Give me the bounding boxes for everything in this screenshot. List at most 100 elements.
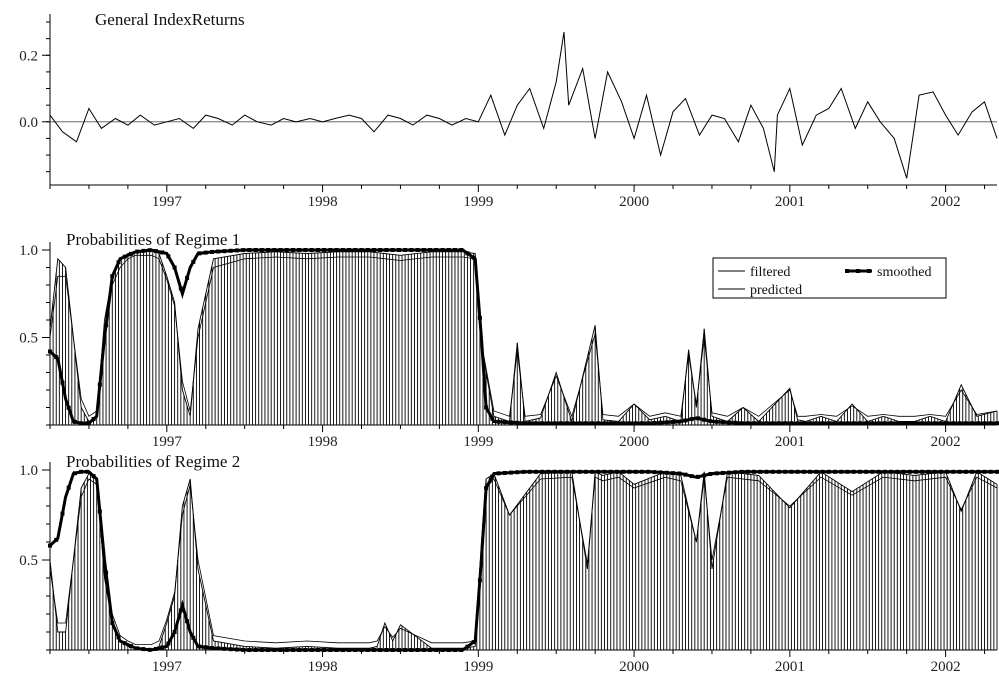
smoothed-marker	[197, 251, 202, 256]
smoothed-marker	[253, 248, 258, 252]
smoothed-marker	[995, 469, 999, 474]
smoothed-marker	[440, 648, 445, 652]
x-tick-label: 1997	[152, 194, 183, 210]
x-tick-label: 1999	[463, 659, 493, 675]
legend-box	[712, 257, 947, 299]
x-tick-label: 1998	[308, 659, 338, 675]
smoothed-marker	[783, 421, 788, 426]
smoothed-marker	[409, 248, 414, 252]
smoothed-marker	[596, 421, 601, 426]
smoothed-marker	[720, 420, 725, 425]
smoothed-marker	[963, 421, 968, 426]
smoothed-marker	[116, 635, 121, 640]
smoothed-marker	[328, 648, 333, 652]
smoothed-marker	[209, 249, 214, 254]
smoothed-marker	[733, 420, 738, 425]
smoothed-marker	[907, 469, 912, 474]
smoothed-marker	[359, 248, 364, 252]
smoothed-marker	[776, 469, 781, 474]
smoothed-marker	[770, 469, 775, 474]
smoothed-marker	[477, 315, 482, 320]
smoothed-marker	[614, 421, 619, 426]
smoothed-marker	[91, 474, 96, 479]
x-tick-label: 2001	[775, 659, 805, 675]
x-tick-label: 2001	[775, 194, 805, 210]
smoothed-marker	[290, 248, 295, 252]
smoothed-marker	[621, 469, 626, 474]
smoothed-marker	[48, 543, 52, 548]
smoothed-marker	[104, 570, 109, 575]
smoothed-marker	[477, 578, 482, 583]
smoothed-marker	[702, 417, 707, 422]
smoothed-marker	[104, 323, 109, 328]
smoothed-marker	[452, 248, 457, 252]
smoothed-marker	[583, 421, 588, 426]
smoothed-marker	[135, 249, 140, 254]
smoothed-marker	[428, 248, 433, 252]
y-tick-label: 1.0	[19, 463, 38, 479]
smoothed-marker	[932, 469, 937, 474]
smoothed-marker	[228, 248, 233, 253]
smoothed-marker	[970, 421, 975, 426]
smoothed-marker	[153, 646, 158, 651]
smoothed-marker	[926, 469, 931, 474]
smoothed-marker	[976, 421, 981, 426]
smoothed-marker	[334, 248, 339, 252]
smoothed-marker	[839, 421, 844, 426]
smoothed-marker	[808, 421, 813, 426]
smoothed-marker	[334, 648, 339, 652]
smoothed-marker	[191, 635, 196, 640]
chart-panel-1: 1997 1998 1999 2000 2001 2002 0.0 0.2 General In…	[19, 10, 998, 210]
smoothed-marker	[409, 648, 414, 652]
smoothed-marker	[371, 648, 376, 652]
panel-title: General IndexReturns	[95, 10, 245, 29]
smoothed-marker	[864, 469, 869, 474]
smoothed-marker	[347, 248, 352, 252]
smoothed-marker	[571, 469, 576, 474]
smoothed-marker	[926, 421, 931, 426]
smoothed-marker	[920, 469, 925, 474]
smoothed-marker	[995, 421, 999, 426]
smoothed-marker	[851, 469, 856, 474]
smoothed-marker	[247, 648, 252, 652]
smoothed-marker	[851, 421, 856, 426]
smoothed-marker	[490, 474, 495, 479]
smoothed-marker	[384, 648, 389, 652]
smoothed-marker	[658, 470, 663, 475]
smoothed-marker	[752, 421, 757, 426]
smoothed-marker	[110, 274, 115, 279]
smoothed-marker	[378, 648, 383, 652]
smoothed-marker	[185, 276, 190, 280]
x-tick-label: 1999	[463, 434, 493, 450]
smoothed-marker	[957, 469, 962, 474]
smoothed-marker	[820, 421, 825, 426]
smoothed-marker	[882, 469, 887, 474]
smoothed-marker	[428, 648, 433, 652]
smoothed-marker	[870, 469, 875, 474]
smoothed-marker	[633, 421, 638, 426]
smoothed-marker	[315, 648, 320, 652]
smoothed-marker	[714, 419, 719, 424]
smoothed-marker	[870, 421, 875, 426]
smoothed-marker	[546, 421, 551, 426]
smoothed-marker	[259, 648, 264, 652]
smoothed-marker	[627, 421, 632, 426]
smoothed-marker	[708, 471, 713, 476]
smoothed-marker	[484, 486, 489, 490]
smoothed-marker	[963, 469, 968, 474]
x-tick-label: 2001	[775, 434, 805, 450]
smoothed-marker	[278, 648, 283, 652]
smoothed-marker	[340, 248, 345, 252]
smoothed-marker	[365, 648, 370, 652]
smoothed-marker	[558, 421, 563, 426]
smoothed-marker	[440, 248, 445, 252]
x-tick-label: 2000	[619, 434, 649, 450]
smoothed-marker	[914, 421, 919, 426]
smoothed-marker	[533, 469, 538, 474]
smoothed-marker	[166, 254, 171, 259]
smoothed-marker	[727, 420, 732, 425]
x-tick-label: 1997	[152, 659, 183, 675]
x-tick-label: 2000	[619, 194, 649, 210]
smoothed-marker	[228, 647, 233, 652]
